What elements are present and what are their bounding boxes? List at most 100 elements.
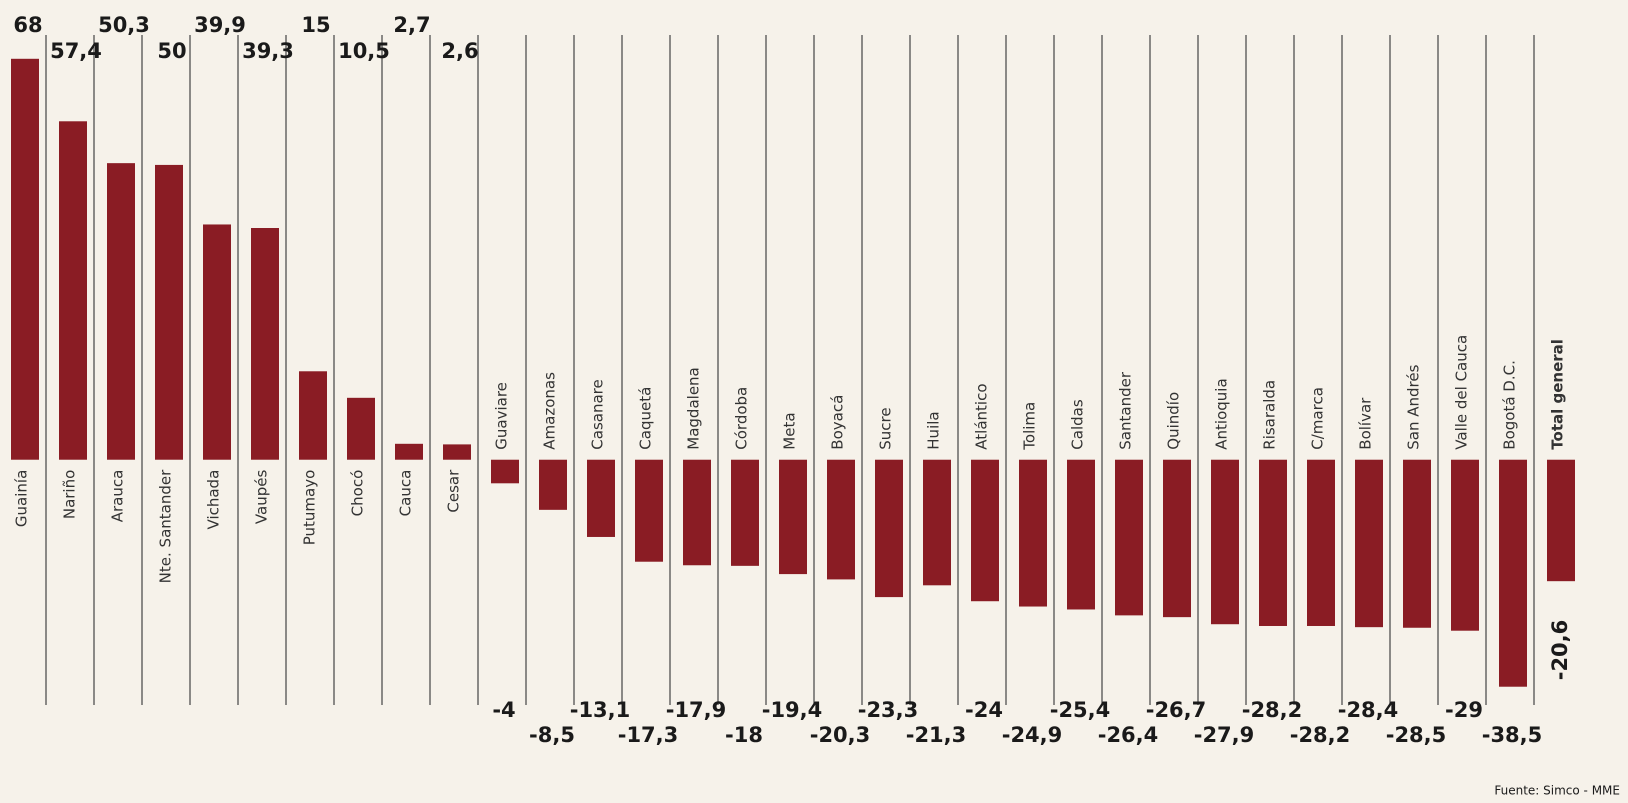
category-label: Boyacá (829, 395, 847, 450)
bar (11, 58, 39, 460)
category-label: Bogotá D.C. (1501, 360, 1519, 450)
category-label: Antioquia (1213, 378, 1231, 449)
bar (587, 459, 615, 537)
category-label: Nariño (61, 470, 79, 519)
value-label: 10,5 (338, 39, 390, 63)
value-label: -17,3 (618, 723, 679, 747)
bar (1163, 459, 1191, 618)
value-label: -29 (1445, 698, 1483, 722)
bar (347, 397, 375, 460)
value-label: -17,9 (666, 698, 727, 722)
category-label: Casanare (589, 379, 607, 449)
value-label: -28,5 (1386, 723, 1447, 747)
value-label: -27,9 (1194, 723, 1255, 747)
category-label: San Andrés (1405, 364, 1423, 449)
value-label: -28,2 (1290, 723, 1351, 747)
value-label: 57,4 (50, 39, 102, 63)
bar (875, 459, 903, 598)
category-label: Guainía (13, 470, 31, 527)
bar (1019, 459, 1047, 607)
category-label: Caquetá (637, 387, 655, 450)
category-label: C/marca (1309, 387, 1327, 450)
value-label: -24 (965, 698, 1003, 722)
bar (1115, 459, 1143, 616)
bar (923, 459, 951, 586)
category-label: Cesar (445, 469, 463, 513)
category-label: Cauca (397, 470, 415, 517)
category-label: Guaviare (493, 382, 511, 450)
bar (971, 459, 999, 602)
category-label: Córdoba (733, 387, 751, 450)
value-label: -8,5 (529, 723, 575, 747)
category-label: Amazonas (541, 372, 559, 450)
value-label: -26,4 (1098, 723, 1159, 747)
value-label: 2,6 (441, 39, 478, 63)
value-label: -13,1 (570, 698, 631, 722)
bar (443, 444, 471, 460)
value-label: -19,4 (762, 698, 823, 722)
value-label: -38,5 (1482, 723, 1543, 747)
bar (1403, 459, 1431, 628)
value-label: -21,3 (906, 723, 967, 747)
bar (251, 228, 279, 460)
value-label: -28,2 (1242, 698, 1303, 722)
bar (107, 163, 135, 460)
value-label: 68 (13, 13, 42, 37)
value-label: -28,4 (1338, 698, 1399, 722)
category-label: Bolívar (1357, 397, 1375, 450)
category-label: Nte. Santander (157, 469, 175, 583)
bar (59, 121, 87, 460)
category-label: Caldas (1069, 399, 1087, 450)
bar (1259, 459, 1287, 626)
bar (1451, 459, 1479, 631)
category-label: Huila (925, 411, 943, 449)
value-label: -4 (492, 698, 515, 722)
category-label: Putumayo (301, 470, 319, 546)
value-label: -23,3 (858, 698, 919, 722)
category-label: Arauca (109, 470, 127, 523)
bar (1067, 459, 1095, 610)
bar (1211, 459, 1239, 625)
category-label: Atlántico (973, 384, 991, 450)
bar (491, 459, 519, 484)
bar (539, 459, 567, 510)
value-label: -25,4 (1050, 698, 1111, 722)
category-label: Meta (781, 412, 799, 449)
value-label: 2,7 (393, 13, 430, 37)
bar (827, 459, 855, 580)
bar (779, 459, 807, 575)
category-label: Risaralda (1261, 380, 1279, 450)
bar (1307, 459, 1335, 626)
category-label: Santander (1117, 371, 1135, 450)
bar (299, 371, 327, 460)
bar (1547, 459, 1575, 582)
bar (203, 224, 231, 460)
category-label: Quindío (1165, 392, 1183, 450)
bar (1499, 459, 1527, 687)
bar (1355, 459, 1383, 628)
category-label: Chocó (349, 470, 367, 517)
bar (155, 164, 183, 460)
category-label: Magdalena (685, 367, 703, 449)
category-label: Total general (1549, 339, 1567, 450)
bar (731, 459, 759, 566)
bar (395, 443, 423, 460)
value-label: 50,3 (98, 13, 150, 37)
value-label: -18 (725, 723, 763, 747)
value-label: -24,9 (1002, 723, 1063, 747)
value-label: 50 (157, 39, 186, 63)
category-label: Vaupés (253, 470, 271, 525)
value-label: 39,9 (194, 13, 246, 37)
category-label: Valle del Cauca (1453, 335, 1471, 450)
category-label: Sucre (877, 407, 895, 449)
value-label: -26,7 (1146, 698, 1207, 722)
value-label: -20,3 (810, 723, 871, 747)
source: Fuente: Simco - MME (1494, 784, 1620, 798)
value-label: 39,3 (242, 39, 294, 63)
bar (635, 459, 663, 562)
bar (683, 459, 711, 566)
value-label: 15 (301, 13, 330, 37)
category-label: Vichada (205, 470, 223, 530)
